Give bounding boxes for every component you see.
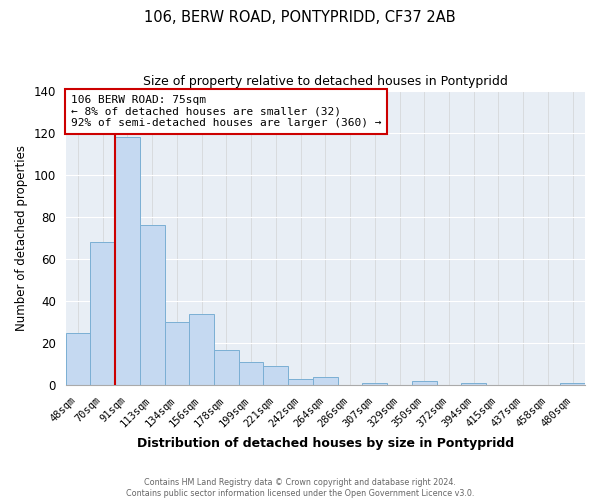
Text: 106, BERW ROAD, PONTYPRIDD, CF37 2AB: 106, BERW ROAD, PONTYPRIDD, CF37 2AB — [144, 10, 456, 25]
Bar — [91, 242, 115, 386]
Bar — [140, 226, 164, 386]
Y-axis label: Number of detached properties: Number of detached properties — [15, 145, 28, 331]
Bar — [65, 332, 91, 386]
X-axis label: Distribution of detached houses by size in Pontypridd: Distribution of detached houses by size … — [137, 437, 514, 450]
Text: 106 BERW ROAD: 75sqm
← 8% of detached houses are smaller (32)
92% of semi-detach: 106 BERW ROAD: 75sqm ← 8% of detached ho… — [71, 95, 382, 128]
Bar — [362, 384, 387, 386]
Bar — [115, 137, 140, 386]
Bar — [412, 381, 437, 386]
Bar — [164, 322, 190, 386]
Bar — [461, 384, 486, 386]
Bar — [560, 384, 585, 386]
Bar — [313, 377, 338, 386]
Bar — [214, 350, 239, 386]
Title: Size of property relative to detached houses in Pontypridd: Size of property relative to detached ho… — [143, 75, 508, 88]
Bar — [288, 379, 313, 386]
Bar — [239, 362, 263, 386]
Bar — [263, 366, 288, 386]
Text: Contains HM Land Registry data © Crown copyright and database right 2024.
Contai: Contains HM Land Registry data © Crown c… — [126, 478, 474, 498]
Bar — [190, 314, 214, 386]
